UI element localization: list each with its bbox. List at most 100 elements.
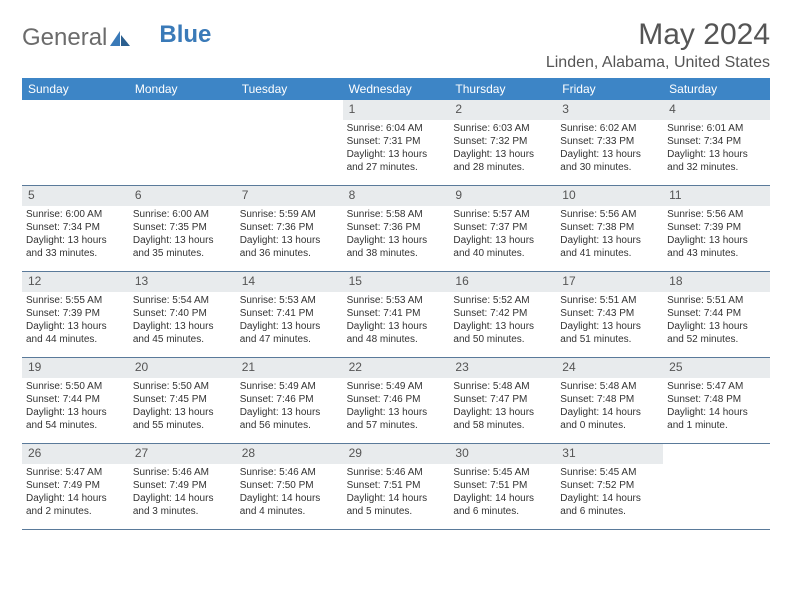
sunrise-line: Sunrise: 5:54 AM: [133, 294, 232, 307]
day-cell: 30 Sunrise: 5:45 AMSunset: 7:51 PMDayligh…: [449, 444, 556, 529]
brand-logo: General Blue: [22, 18, 211, 52]
day-number-bar: 23: [449, 358, 556, 378]
day-cell: 7Sunrise: 5:59 AMSunset: 7:36 PMDaylight…: [236, 186, 343, 271]
daylight-line: Daylight: 14 hours and 3 minutes.: [133, 492, 232, 518]
sunset-line: Sunset: 7:39 PM: [667, 221, 766, 234]
sunset-line: Sunset: 7:45 PM: [133, 393, 232, 406]
day-cell: 29Sunrise: 5:46 AMSunset: 7:51 PMDayligh…: [343, 444, 450, 529]
day-number-bar: 17: [556, 272, 663, 292]
daylight-line: Daylight: 13 hours and 56 minutes.: [240, 406, 339, 432]
day-number-bar: 9: [449, 186, 556, 206]
week-row: 5Sunrise: 6:00 AMSunset: 7:34 PMDaylight…: [22, 186, 770, 272]
sunrise-line: Sunrise: 5:56 AM: [667, 208, 766, 221]
day-number: 19: [28, 360, 41, 374]
day-cell: 17Sunrise: 5:51 AMSunset: 7:43 PMDayligh…: [556, 272, 663, 357]
sunset-line: Sunset: 7:46 PM: [347, 393, 446, 406]
daylight-line: Daylight: 13 hours and 35 minutes.: [133, 234, 232, 260]
day-cell: 12Sunrise: 5:55 AMSunset: 7:39 PMDayligh…: [22, 272, 129, 357]
daylight-line: Daylight: 13 hours and 48 minutes.: [347, 320, 446, 346]
daylight-line: Daylight: 13 hours and 58 minutes.: [453, 406, 552, 432]
day-cell: [22, 100, 129, 185]
weekday-header-row: SundayMondayTuesdayWednesdayThursdayFrid…: [22, 78, 770, 100]
sunset-line: Sunset: 7:41 PM: [347, 307, 446, 320]
day-number: 16: [455, 274, 468, 288]
week-row: 26Sunrise: 5:47 AMSunset: 7:49 PMDayligh…: [22, 444, 770, 530]
day-number: 30: [455, 446, 468, 460]
daylight-line: Daylight: 14 hours and 1 minute.: [667, 406, 766, 432]
daylight-line: Daylight: 13 hours and 32 minutes.: [667, 148, 766, 174]
day-number: 29: [349, 446, 362, 460]
daylight-line: Daylight: 13 hours and 47 minutes.: [240, 320, 339, 346]
sail-icon: [109, 30, 131, 48]
daylight-line: Daylight: 13 hours and 38 minutes.: [347, 234, 446, 260]
sunset-line: Sunset: 7:37 PM: [453, 221, 552, 234]
sunset-line: Sunset: 7:49 PM: [26, 479, 125, 492]
daylight-line: Daylight: 13 hours and 41 minutes.: [560, 234, 659, 260]
daylight-line: Daylight: 14 hours and 6 minutes.: [560, 492, 659, 518]
month-title: May 2024: [546, 18, 770, 52]
sunset-line: Sunset: 7:49 PM: [133, 479, 232, 492]
sunset-line: Sunset: 7:50 PM: [240, 479, 339, 492]
day-number-bar: 7: [236, 186, 343, 206]
day-number-bar: 1: [343, 100, 450, 120]
daylight-line: Daylight: 14 hours and 6 minutes.: [453, 492, 552, 518]
week-row: 12Sunrise: 5:55 AMSunset: 7:39 PMDayligh…: [22, 272, 770, 358]
day-number: 26: [28, 446, 41, 460]
daylight-line: Daylight: 13 hours and 52 minutes.: [667, 320, 766, 346]
day-number: 12: [28, 274, 41, 288]
sunrise-line: Sunrise: 5:46 AM: [240, 466, 339, 479]
sunset-line: Sunset: 7:32 PM: [453, 135, 552, 148]
day-cell: 28Sunrise: 5:46 AMSunset: 7:50 PMDayligh…: [236, 444, 343, 529]
day-number-bar: 16: [449, 272, 556, 292]
day-cell: 26Sunrise: 5:47 AMSunset: 7:49 PMDayligh…: [22, 444, 129, 529]
day-number: 22: [349, 360, 362, 374]
day-cell: 6Sunrise: 6:00 AMSunset: 7:35 PMDaylight…: [129, 186, 236, 271]
day-cell: 3Sunrise: 6:02 AMSunset: 7:33 PMDaylight…: [556, 100, 663, 185]
day-number: 25: [669, 360, 682, 374]
daylight-line: Daylight: 13 hours and 36 minutes.: [240, 234, 339, 260]
weekday-header: Tuesday: [236, 78, 343, 100]
day-number-bar: 6: [129, 186, 236, 206]
sunrise-line: Sunrise: 6:04 AM: [347, 122, 446, 135]
title-block: May 2024 Linden, Alabama, United States: [546, 18, 770, 72]
daylight-line: Daylight: 13 hours and 45 minutes.: [133, 320, 232, 346]
daylight-line: Daylight: 13 hours and 54 minutes.: [26, 406, 125, 432]
day-number-bar: 30: [449, 444, 556, 464]
sunset-line: Sunset: 7:40 PM: [133, 307, 232, 320]
day-number: 20: [135, 360, 148, 374]
day-cell: [129, 100, 236, 185]
day-number: 4: [669, 102, 676, 116]
sunrise-line: Sunrise: 5:48 AM: [453, 380, 552, 393]
day-number: 31: [562, 446, 575, 460]
day-cell: 18Sunrise: 5:51 AMSunset: 7:44 PMDayligh…: [663, 272, 770, 357]
day-number: 14: [242, 274, 255, 288]
day-cell: 20Sunrise: 5:50 AMSunset: 7:45 PMDayligh…: [129, 358, 236, 443]
day-cell: 25Sunrise: 5:47 AMSunset: 7:48 PMDayligh…: [663, 358, 770, 443]
day-number: 28: [242, 446, 255, 460]
day-number: 11: [669, 188, 681, 202]
daylight-line: Daylight: 13 hours and 33 minutes.: [26, 234, 125, 260]
sunrise-line: Sunrise: 5:51 AM: [667, 294, 766, 307]
sunrise-line: Sunrise: 5:51 AM: [560, 294, 659, 307]
day-cell: 23Sunrise: 5:48 AMSunset: 7:47 PMDayligh…: [449, 358, 556, 443]
sunset-line: Sunset: 7:36 PM: [347, 221, 446, 234]
daylight-line: Daylight: 13 hours and 28 minutes.: [453, 148, 552, 174]
sunset-line: Sunset: 7:34 PM: [26, 221, 125, 234]
sunset-line: Sunset: 7:31 PM: [347, 135, 446, 148]
sunrise-line: Sunrise: 5:48 AM: [560, 380, 659, 393]
sunrise-line: Sunrise: 6:00 AM: [133, 208, 232, 221]
day-cell: 13Sunrise: 5:54 AMSunset: 7:40 PMDayligh…: [129, 272, 236, 357]
day-number: 21: [242, 360, 255, 374]
daylight-line: Daylight: 13 hours and 30 minutes.: [560, 148, 659, 174]
day-number-bar: 14: [236, 272, 343, 292]
sunrise-line: Sunrise: 5:45 AM: [453, 466, 552, 479]
sunset-line: Sunset: 7:38 PM: [560, 221, 659, 234]
sunset-line: Sunset: 7:33 PM: [560, 135, 659, 148]
sunset-line: Sunset: 7:51 PM: [453, 479, 552, 492]
day-number: 8: [349, 188, 356, 202]
day-cell: 14Sunrise: 5:53 AMSunset: 7:41 PMDayligh…: [236, 272, 343, 357]
day-number-bar: 18: [663, 272, 770, 292]
day-number: 17: [562, 274, 575, 288]
weekday-header: Sunday: [22, 78, 129, 100]
sunset-line: Sunset: 7:39 PM: [26, 307, 125, 320]
